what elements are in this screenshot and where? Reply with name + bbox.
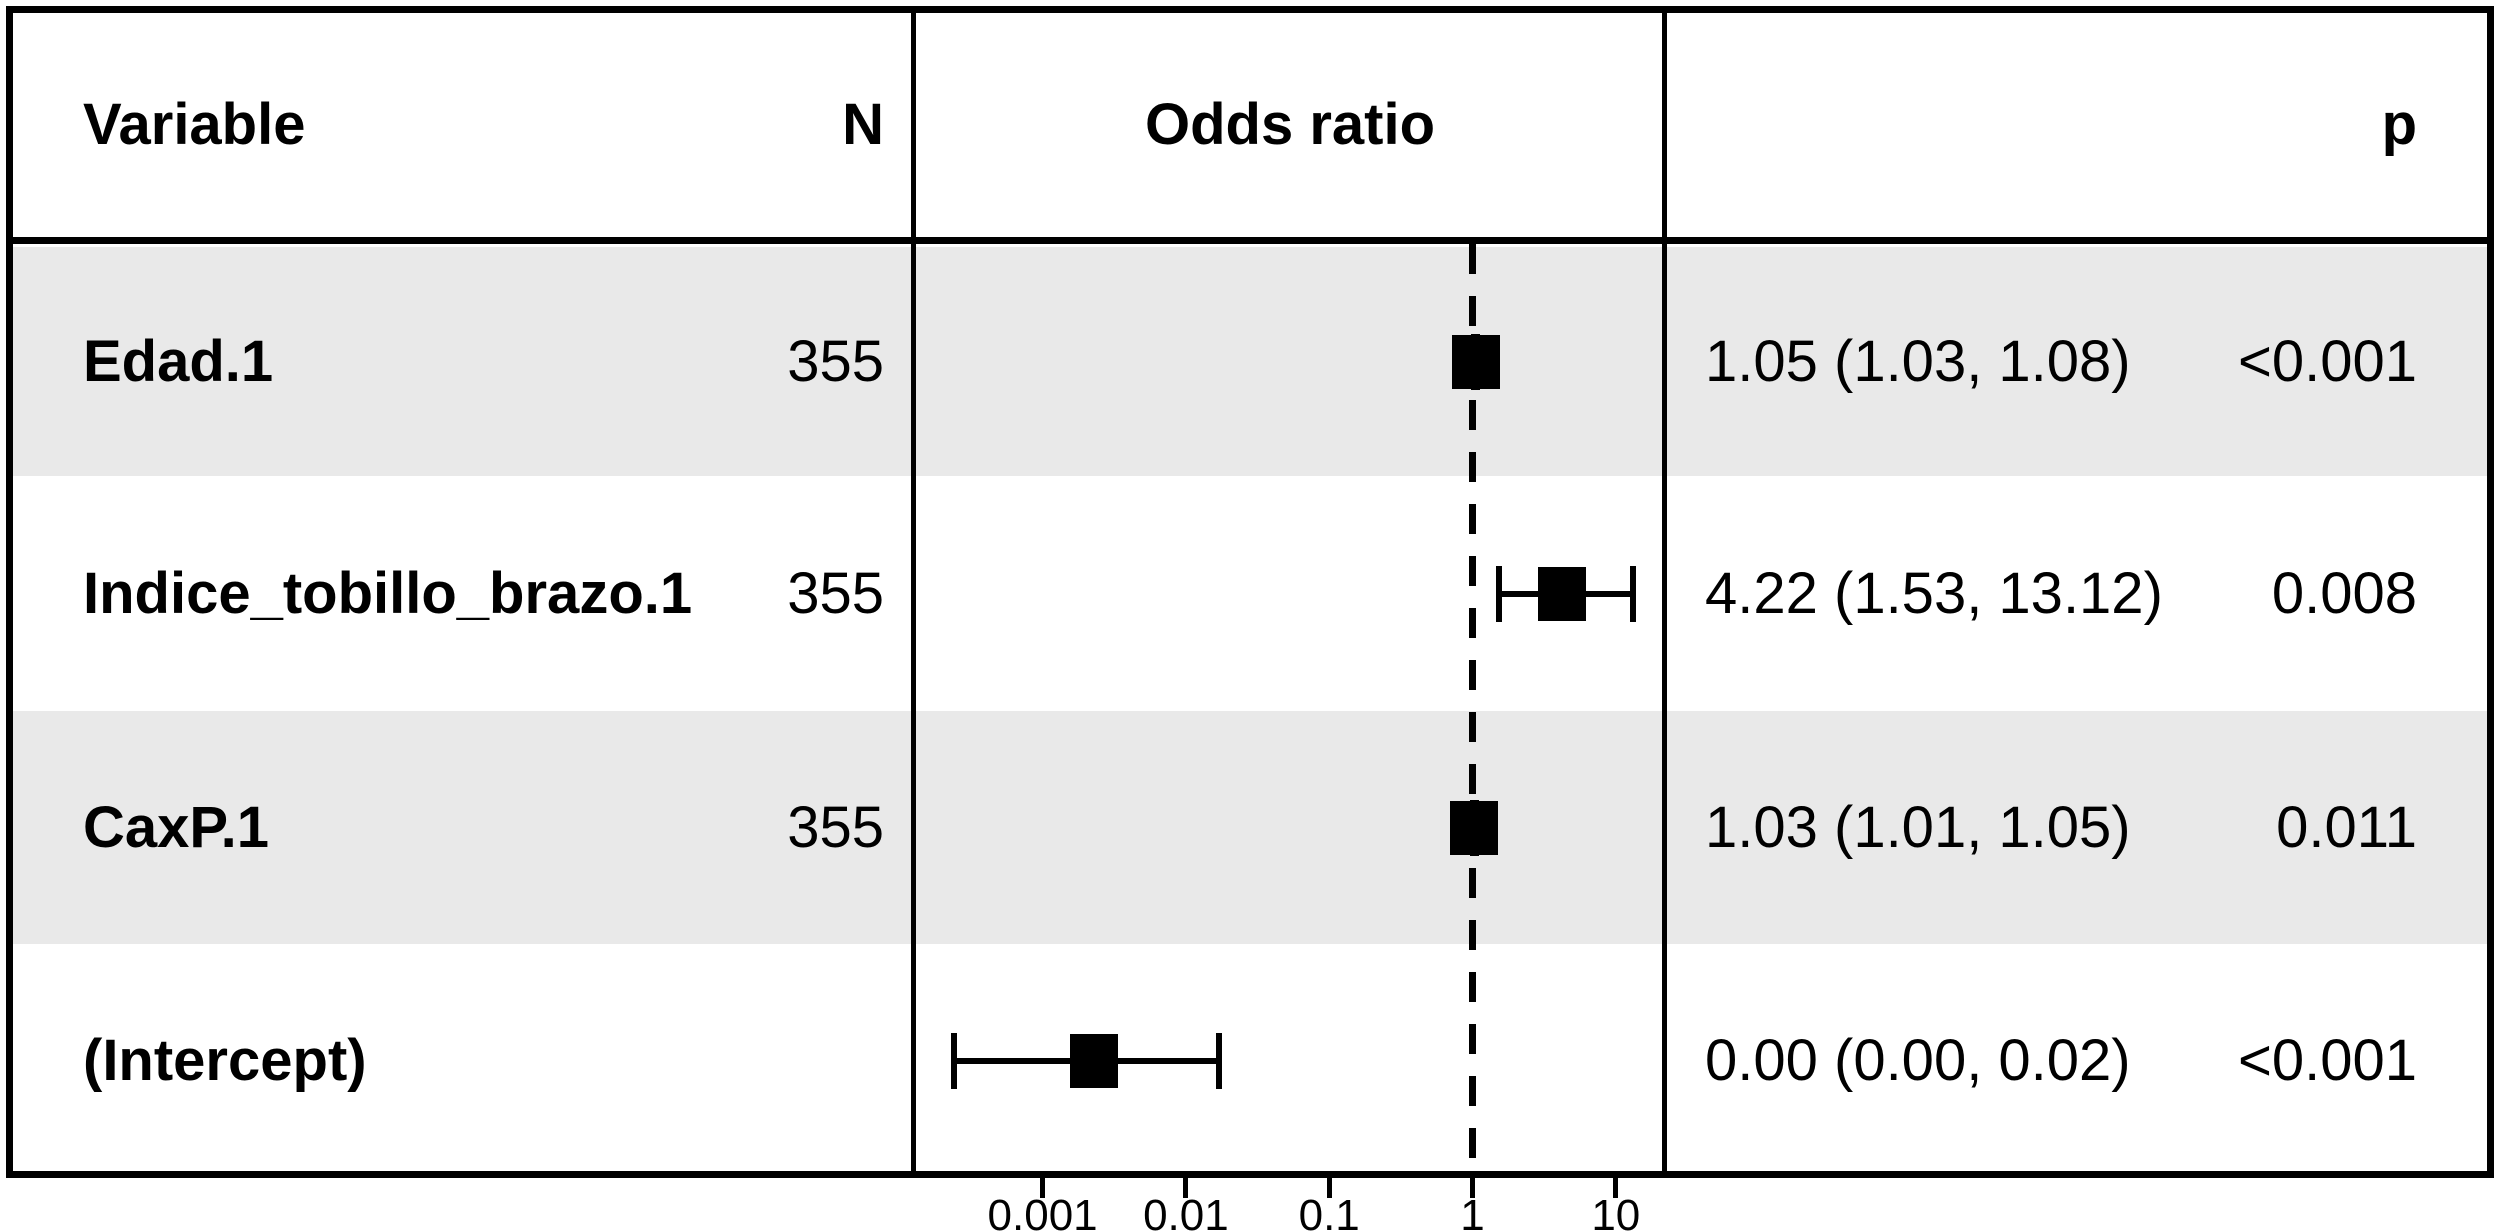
ci-cap-left [950, 1033, 957, 1089]
table-row: Indice_tobillo_brazo.1 355 4.22 (1.53, 1… [0, 476, 2500, 711]
axis-tick [1470, 1178, 1475, 1198]
axis-tick [1183, 1178, 1189, 1198]
variable-label: CaxP.1 [83, 794, 269, 860]
plot-cell [917, 711, 1663, 944]
col-header-variable: Variable [83, 92, 306, 157]
axis-tick-label: 10 [1591, 1191, 1641, 1232]
p-value: <0.001 [2237, 328, 2417, 394]
or-marker [1450, 800, 1499, 855]
variable-label: Indice_tobillo_brazo.1 [83, 560, 693, 626]
axis-tick-label: 0.001 [987, 1191, 1098, 1232]
table-row: (Intercept) 0.00 (0.00, 0.02) <0.001 [0, 944, 2500, 1178]
variable-label: (Intercept) [83, 1028, 367, 1093]
or-marker [1070, 1034, 1119, 1088]
p-value: 0.011 [2276, 794, 2417, 860]
panel-divider-left [911, 6, 916, 1178]
axis-tick-label: 1 [1460, 1191, 1485, 1232]
plot-cell [917, 247, 1663, 476]
or-marker [1451, 334, 1500, 389]
ci-cap-right [1629, 565, 1636, 622]
axis-tick [1613, 1178, 1619, 1198]
or-ci-value: 4.22 (1.53, 13.12) [1705, 560, 2163, 626]
p-value: <0.001 [2237, 1028, 2417, 1093]
panel-divider-right [1662, 6, 1667, 1178]
header-row: Variable N Odds ratio p [0, 13, 2500, 237]
n-value: 355 [787, 794, 884, 860]
variable-label: Edad.1 [83, 328, 274, 394]
n-value: 355 [787, 560, 884, 626]
reference-line [1469, 244, 1476, 1178]
p-value: 0.008 [2271, 560, 2417, 626]
axis-tick-label: 0.1 [1298, 1191, 1360, 1232]
header-separator [6, 237, 2494, 244]
n-value [500, 944, 884, 1178]
axis-tick-label: 0.01 [1143, 1191, 1229, 1232]
plot-cell [917, 476, 1663, 711]
ci-cap-right [1215, 1033, 1222, 1089]
row-stripe [13, 711, 2489, 944]
row-stripe [13, 247, 2489, 476]
table-row: Edad.1 355 1.05 (1.03, 1.08) <0.001 [0, 247, 2500, 476]
or-marker [1538, 566, 1587, 621]
n-value: 355 [787, 328, 884, 394]
axis-tick [1040, 1178, 1046, 1198]
table-row: CaxP.1 355 1.03 (1.01, 1.05) 0.011 [0, 711, 2500, 944]
or-ci-value: 1.05 (1.03, 1.08) [1705, 328, 2131, 394]
or-ci-value: 1.03 (1.01, 1.05) [1705, 794, 2131, 860]
col-header-p: p [2381, 92, 2417, 157]
plot-cell [917, 944, 1663, 1178]
col-header-odds-ratio: Odds ratio [1144, 92, 1436, 157]
col-header-n: N [842, 92, 884, 157]
x-axis: 0.001 0.01 0.1 1 10 [0, 1178, 2500, 1232]
ci-cap-left [1495, 565, 1502, 622]
axis-tick [1326, 1178, 1332, 1198]
or-ci-value: 0.00 (0.00, 0.02) [1705, 1028, 2131, 1093]
